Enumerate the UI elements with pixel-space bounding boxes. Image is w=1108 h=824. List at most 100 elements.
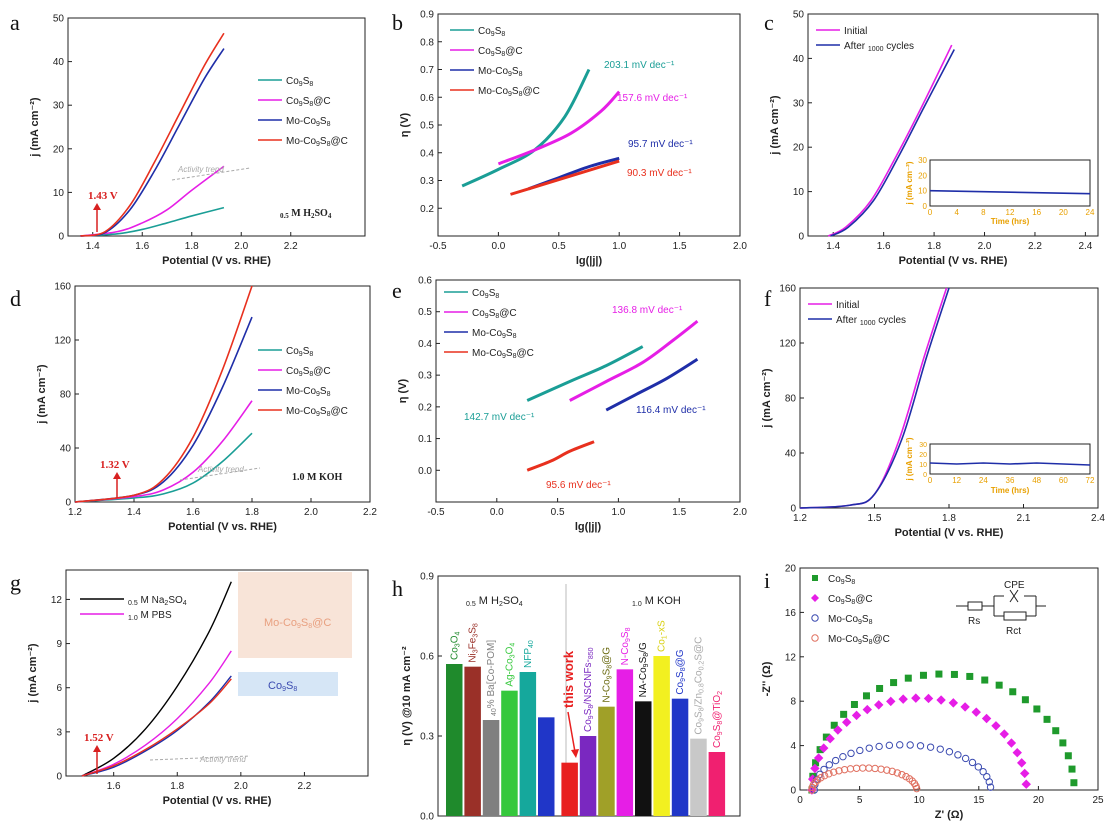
y-axis-label: η (V) @10 mA cm⁻² xyxy=(401,646,413,746)
series-line-co9s8-pbs- xyxy=(81,678,232,777)
legend-marker xyxy=(811,594,819,602)
legend-label: 0.5 M Na2SO4 xyxy=(128,595,187,607)
legend-label: Mo-Co9S8 xyxy=(286,386,331,398)
y-tick-label: 50 xyxy=(53,14,65,25)
tafel-slope-label: 157.6 mV dec⁻¹ xyxy=(617,93,688,104)
legend-label: Mo-Co9S8@C xyxy=(478,86,540,98)
data-point xyxy=(948,698,959,708)
legend-label: After 1000 cycles xyxy=(844,41,914,53)
legend-label: Mo-Co9S8@C xyxy=(286,406,348,418)
plot-frame xyxy=(799,567,1099,791)
data-point xyxy=(1009,688,1017,696)
resistor-rs xyxy=(967,601,983,611)
bar-label: Co1-xS xyxy=(657,620,669,652)
panel-i: 0 5 10 15 20 25 0 4 8 12 16 20 Z' (Ω) -Z'' (Ω) i Co9S8 C… xyxy=(761,564,1104,822)
data-point xyxy=(865,764,873,772)
x-tick-label: 15 xyxy=(973,795,985,806)
x-tick-label: 2.2 xyxy=(1028,241,1042,252)
x-tick-label: 1.5 xyxy=(868,513,882,524)
tafel-slope-label: 203.1 mV dec⁻¹ xyxy=(604,60,675,71)
y-tick-label: 0.3 xyxy=(418,371,432,382)
x-tick-label: 1.5 xyxy=(672,507,686,518)
bar xyxy=(561,762,578,816)
bar-label: Co9S8/NSCNFs-850 xyxy=(583,647,595,732)
inset-x-tick: 0 xyxy=(928,476,933,485)
inset-frame xyxy=(929,159,1091,207)
y-tick-label: 0 xyxy=(790,786,796,797)
x-tick-label: 1.4 xyxy=(127,507,141,518)
bar xyxy=(671,698,689,816)
tafel-slope-label: 90.3 mV dec⁻¹ xyxy=(627,168,692,179)
bar xyxy=(635,701,652,816)
x-tick-label: 1.8 xyxy=(927,241,941,252)
x-axis-label: Potential (V vs. RHE) xyxy=(162,255,271,267)
panel-label: e xyxy=(392,278,402,303)
inset-x-tick: 8 xyxy=(981,208,986,217)
legend-label: Co9S8@C xyxy=(828,594,873,606)
y-axis-label: j (mA cm⁻²) xyxy=(761,368,773,429)
data-point xyxy=(1052,727,1060,735)
y-tick-label: 0.8 xyxy=(420,37,434,48)
y-axis-label: j (mA cm⁻²) xyxy=(27,643,39,704)
inset-x-tick: 48 xyxy=(1032,476,1041,485)
y-tick-label: 0 xyxy=(58,232,64,243)
x-tick-label: 20 xyxy=(1033,795,1045,806)
bar xyxy=(653,656,670,816)
y-axis-label: η (V) xyxy=(397,378,409,403)
bar-label: Co9S8/Zn0.8Co0.2S@C xyxy=(693,637,705,735)
bar xyxy=(464,666,481,816)
trend-label: Activity trend xyxy=(199,755,246,764)
data-point xyxy=(883,766,891,774)
legend-label: Initial xyxy=(836,300,859,311)
inset-x-tick: 60 xyxy=(1059,476,1068,485)
data-point xyxy=(1070,779,1078,787)
x-tick-label: 2.2 xyxy=(297,781,311,792)
bar xyxy=(616,669,634,816)
data-point xyxy=(981,676,989,684)
y-tick-label: 3 xyxy=(56,727,62,738)
legend-label: Mo-Co9S8@C xyxy=(472,348,534,360)
panel-e: -0.5 0.0 0.5 1.0 1.5 2.0 0.0 0.1 0.2 0.3 0.4 0.5 0.6… xyxy=(392,276,747,534)
legend-label: Mo-Co9S8 xyxy=(286,116,331,128)
panel-d: 1.2 1.4 1.6 1.8 2.0 2.2 0 40 80 120 160 Potential (… xyxy=(10,282,377,534)
data-point xyxy=(966,672,974,680)
series-line-co9s8 xyxy=(526,345,644,402)
inset-x-label: Time (hrs) xyxy=(991,486,1030,495)
x-axis-label: lg(|j|) xyxy=(576,255,603,267)
legend-label: Co9S8@C xyxy=(472,308,517,320)
legend-label: Co9S8 xyxy=(286,76,313,88)
bar xyxy=(538,717,555,816)
legend-label: Mo-Co9S8@C xyxy=(286,136,348,148)
data-point xyxy=(1012,747,1022,758)
this-work-arrow xyxy=(567,711,576,753)
legend-label: After 1000 cycles xyxy=(836,315,906,327)
data-point xyxy=(991,721,1001,731)
series-line-after-1000-cycles xyxy=(830,49,955,237)
highlight-box-mo xyxy=(238,572,352,658)
y-tick-label: 0.3 xyxy=(420,176,434,187)
data-point xyxy=(874,700,884,710)
y-tick-label: 40 xyxy=(785,449,797,460)
circuit-wires xyxy=(956,595,1046,617)
series-line-initial xyxy=(827,44,953,237)
inset-x-label: Time (hrs) xyxy=(991,217,1030,226)
equivalent-circuit: CPE Rs Rct xyxy=(956,580,1046,637)
y-axis-label: j (mA cm⁻²) xyxy=(29,97,41,158)
data-point xyxy=(913,784,921,793)
cpe-element xyxy=(1009,589,1019,603)
series-line-1-0-m-pbs xyxy=(81,650,232,777)
tafel-slope-label: 95.6 mV dec⁻¹ xyxy=(546,480,611,491)
inset-y-tick: 0 xyxy=(923,472,927,479)
x-tick-label: 2.1 xyxy=(1017,513,1031,524)
bar xyxy=(598,706,615,816)
series-line-0-5-m-na2so4 xyxy=(81,581,232,777)
bar xyxy=(708,752,726,816)
y-tick-label: 9 xyxy=(56,639,62,650)
y-tick-label: 0.1 xyxy=(418,434,432,445)
inset-x-tick: 36 xyxy=(1006,476,1015,485)
legend-label: Mo-Co9S8 xyxy=(478,66,523,78)
data-point xyxy=(1068,765,1076,773)
data-point xyxy=(954,751,962,759)
data-point xyxy=(923,693,934,704)
